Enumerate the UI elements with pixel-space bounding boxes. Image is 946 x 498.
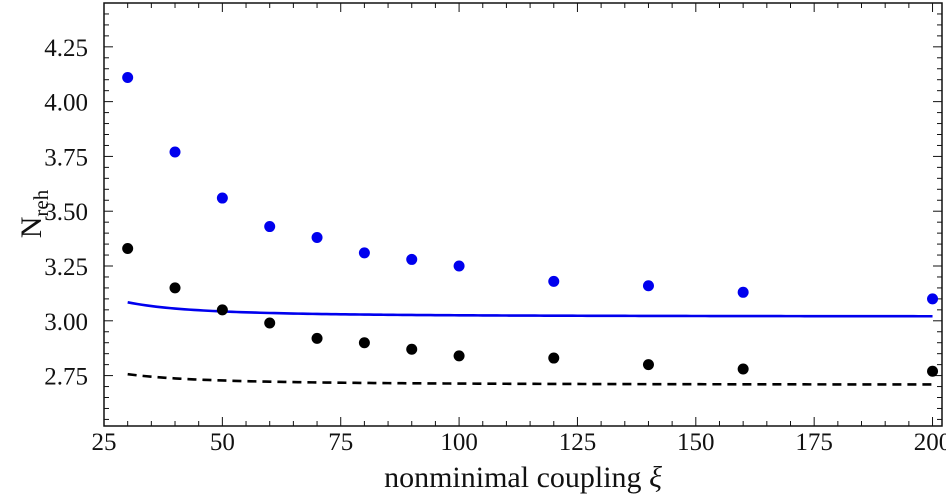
black-data-point bbox=[358, 337, 370, 349]
x-tick-label: 125 bbox=[559, 429, 597, 456]
black-data-point bbox=[453, 350, 465, 362]
y-tick-label: 3.75 bbox=[44, 144, 88, 171]
y-tick-label: 2.75 bbox=[44, 364, 88, 391]
y-tick-label: 3.25 bbox=[44, 254, 88, 281]
x-axis-title-text: nonminimal coupling bbox=[384, 461, 641, 494]
x-tick-label: 150 bbox=[677, 429, 715, 456]
y-tick-label: 3.00 bbox=[44, 309, 88, 336]
x-axis-title-symbol: ξ bbox=[649, 461, 662, 494]
y-tick-label: 4.00 bbox=[44, 90, 88, 117]
black-data-point bbox=[122, 242, 134, 254]
black-data-point bbox=[169, 282, 181, 294]
y-tick-label: 4.25 bbox=[44, 35, 88, 62]
x-axis-title: nonminimal coupling ξ bbox=[384, 461, 662, 494]
blue-data-point bbox=[927, 293, 939, 305]
x-tick-label: 175 bbox=[795, 429, 833, 456]
y-axis-title: Nreh bbox=[15, 189, 53, 238]
blue-data-point bbox=[548, 275, 560, 287]
black-data-point bbox=[737, 363, 749, 375]
plot-frame bbox=[103, 2, 943, 427]
black-data-point bbox=[216, 304, 228, 316]
x-tick-label: 200 bbox=[914, 429, 946, 456]
blue-data-point bbox=[453, 260, 465, 272]
fit-curves bbox=[127, 301, 933, 386]
data-points bbox=[122, 72, 939, 377]
blue-data-point bbox=[216, 192, 228, 204]
x-tick-label: 50 bbox=[210, 429, 235, 456]
y-axis-title-sub: reh bbox=[29, 189, 53, 216]
black-data-point bbox=[548, 352, 560, 364]
black-data-point bbox=[311, 332, 323, 344]
blue-data-point bbox=[311, 232, 323, 244]
black-fit-curve bbox=[127, 372, 933, 386]
y-tick-labels: 2.75 3.00 3.25 3.50 3.75 4.00 4.25 bbox=[44, 35, 88, 391]
blue-data-point bbox=[358, 247, 370, 259]
blue-data-point bbox=[406, 253, 418, 265]
black-data-point bbox=[927, 365, 939, 377]
y-axis-title-main: N bbox=[15, 217, 48, 239]
blue-data-point bbox=[264, 221, 276, 233]
blue-data-point bbox=[737, 286, 749, 298]
blue-data-point bbox=[642, 280, 654, 292]
x-tick-label: 25 bbox=[92, 429, 117, 456]
x-tick-label: 100 bbox=[440, 429, 478, 456]
black-data-point bbox=[642, 359, 654, 371]
blue-fit-curve bbox=[127, 301, 933, 318]
blue-data-point bbox=[169, 146, 181, 158]
tick-marks bbox=[103, 2, 942, 426]
x-tick-label: 75 bbox=[328, 429, 353, 456]
y-tick-label: 3.50 bbox=[44, 199, 88, 226]
black-data-point bbox=[406, 343, 418, 355]
x-tick-labels: 25 50 75 100 125 150 175 200 bbox=[92, 429, 946, 456]
black-data-point bbox=[264, 317, 276, 329]
blue-data-point bbox=[122, 72, 134, 84]
